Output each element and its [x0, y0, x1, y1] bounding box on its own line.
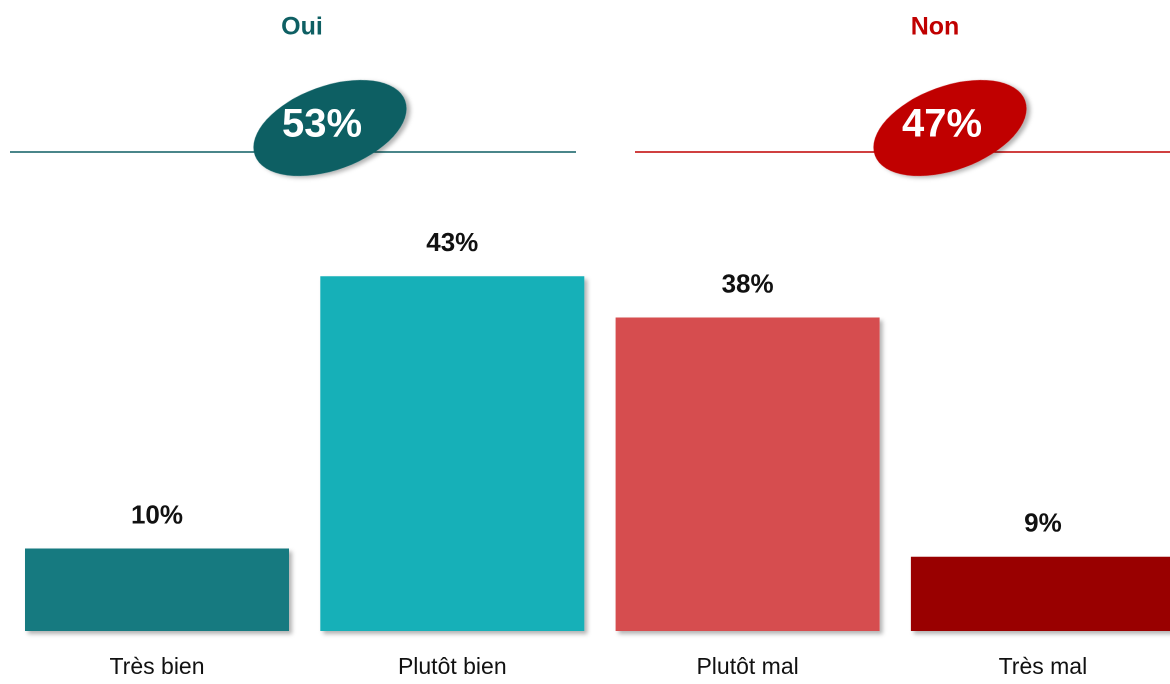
- value-label: 43%: [426, 227, 478, 257]
- group-value: 47%: [902, 102, 982, 146]
- group-name: Oui: [281, 13, 323, 41]
- category-label: Très mal: [999, 653, 1088, 679]
- bar: [25, 548, 289, 631]
- bar: [320, 276, 585, 631]
- group-name: Non: [911, 13, 960, 41]
- category-label: Très bien: [109, 653, 204, 679]
- bar: [910, 556, 1170, 631]
- group-value: 53%: [282, 102, 362, 146]
- value-label: 9%: [1024, 508, 1062, 538]
- category-label: Plutôt bien: [398, 653, 507, 679]
- category-label: Plutôt mal: [696, 653, 798, 679]
- group-badge: [253, 79, 407, 177]
- bar: [615, 317, 880, 631]
- value-label: 10%: [131, 499, 183, 529]
- group-badge: [873, 79, 1027, 177]
- value-label: 38%: [722, 268, 774, 298]
